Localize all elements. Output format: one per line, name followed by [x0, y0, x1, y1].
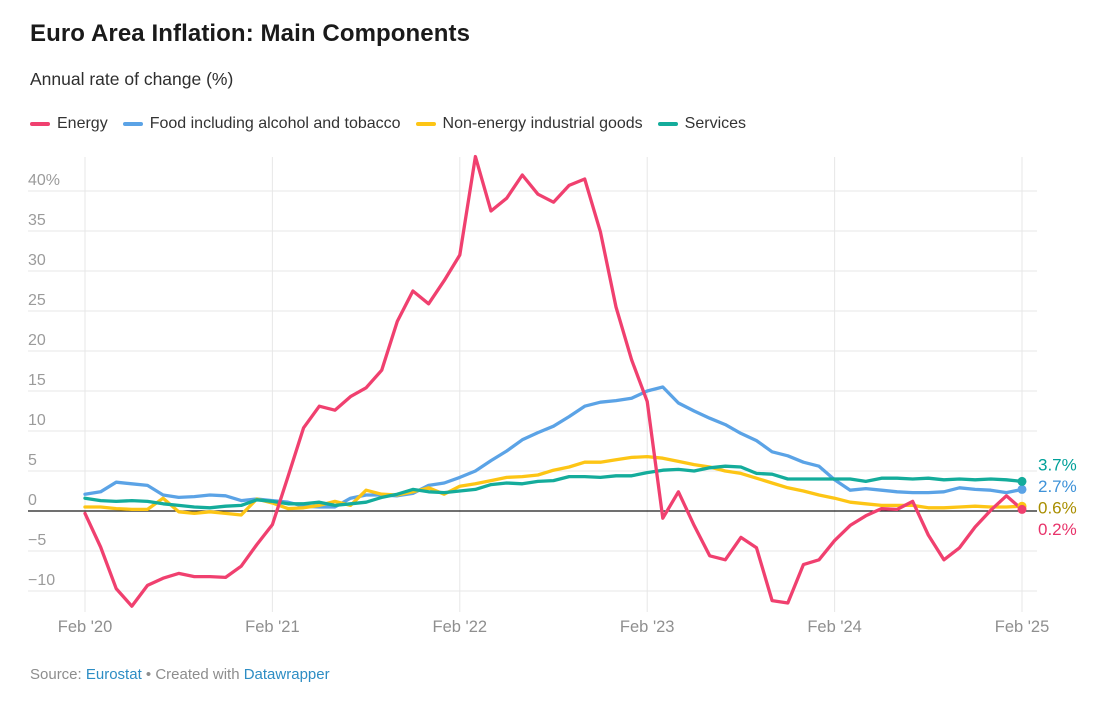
series-line-services	[83, 464, 1024, 510]
y-axis-tick-label: 10	[28, 412, 46, 429]
series-end-dot-services	[1017, 476, 1027, 486]
y-axis-tick-label: 20	[28, 332, 46, 349]
chart-area: 40% 35 30 25 20 15 10 5 0 −5 −10 Feb '20 Feb '21 Feb …	[0, 150, 1114, 655]
created-with-label: Created with	[155, 666, 244, 683]
x-axis-tick-label: Feb '25	[995, 618, 1050, 636]
legend-swatch-non-energy	[415, 122, 436, 126]
legend-label: Services	[684, 115, 747, 132]
x-axis-tick-label: Feb '21	[245, 618, 300, 636]
datawrapper-link[interactable]: Datawrapper	[243, 666, 330, 683]
legend-swatch-food	[122, 122, 143, 126]
legend-label: Energy	[57, 115, 108, 132]
y-axis-tick-label: −10	[28, 572, 55, 589]
series-end-label-food: 2.7%	[1038, 477, 1077, 496]
chart-svg: 40% 35 30 25 20 15 10 5 0 −5 −10 Feb '20 Feb '21 Feb …	[28, 154, 1077, 636]
legend-item-non-energy: Non-energy industrial goods	[415, 115, 643, 133]
y-axis-tick-label: 30	[28, 252, 46, 269]
legend-item-energy: Energy	[30, 115, 108, 133]
x-axis-tick-label: Feb '23	[620, 618, 675, 636]
legend-label: Food including alcohol and tobacco	[149, 115, 401, 132]
y-axis-tick-label: 40%	[28, 172, 60, 189]
series-end-label-non-energy: 0.6%	[1038, 498, 1077, 517]
legend-item-food: Food including alcohol and tobacco	[122, 115, 401, 133]
legend-swatch-energy	[30, 122, 50, 126]
y-axis-tick-label: 0	[28, 492, 37, 509]
footer: Source: Eurostat • Created with Datawrap…	[30, 666, 330, 683]
y-axis-tick-label: −5	[28, 532, 46, 549]
series-end-label-services: 3.7%	[1038, 455, 1077, 474]
source-link[interactable]: Eurostat	[85, 666, 142, 683]
series-end-label-energy: 0.2%	[1038, 520, 1077, 539]
y-axis-tick-label: 5	[28, 452, 37, 469]
chart-title: Euro Area Inflation: Main Components	[30, 20, 471, 47]
x-axis-tick-label: Feb '24	[807, 618, 862, 636]
legend-item-services: Services	[657, 115, 747, 133]
x-axis-tick-label: Feb '20	[58, 618, 113, 636]
y-axis-tick-label: 15	[28, 372, 46, 389]
y-axis-tick-label: 25	[28, 292, 46, 309]
series-end-dot-food	[1017, 484, 1027, 494]
y-axis-tick-label: 35	[28, 212, 46, 229]
series-line-non-energy	[83, 454, 1024, 517]
x-axis-tick-label: Feb '22	[433, 618, 488, 636]
source-label: Source:	[30, 666, 86, 683]
series-end-dot-energy	[1017, 504, 1027, 514]
legend-label: Non-energy industrial goods	[442, 115, 643, 132]
series-line-food	[83, 385, 1024, 509]
legend: Energy Food including alcohol and tobacco…	[30, 115, 746, 133]
series-line-energy	[83, 154, 1024, 608]
chart-subtitle: Annual rate of change (%)	[30, 69, 234, 89]
legend-swatch-services	[657, 122, 678, 126]
footer-separator: •	[141, 666, 156, 683]
